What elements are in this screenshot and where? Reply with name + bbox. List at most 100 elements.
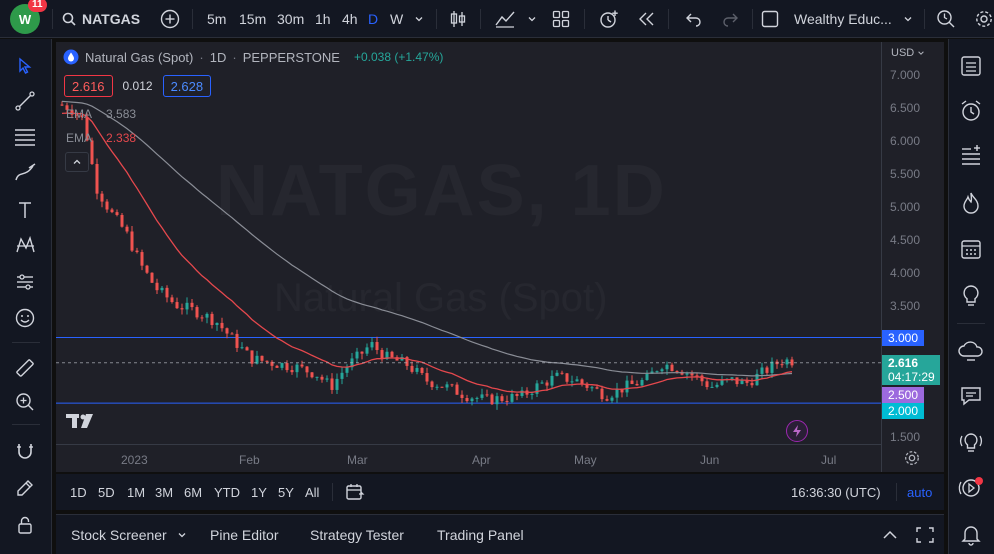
compare-add-button[interactable] — [160, 0, 180, 38]
candle-body — [100, 193, 104, 202]
layout-dropdown[interactable] — [903, 0, 913, 38]
alerts-button[interactable] — [955, 95, 987, 127]
calendar-button[interactable] — [955, 233, 987, 265]
replay-button[interactable] — [637, 0, 657, 38]
brush-tool[interactable] — [10, 158, 40, 188]
magnet-tool[interactable] — [10, 436, 40, 466]
cursor-tool[interactable] — [10, 51, 40, 81]
candle-body — [760, 367, 764, 374]
tab-strategy-tester[interactable]: Strategy Tester — [310, 527, 404, 543]
sell-button[interactable]: 2.616 — [64, 75, 113, 97]
ideas-button[interactable] — [955, 280, 987, 312]
candle-body — [160, 287, 164, 291]
candle-body — [485, 394, 489, 396]
pattern-tool[interactable] — [10, 230, 40, 260]
range-3m[interactable]: 3M — [155, 484, 174, 500]
zoom-tool[interactable] — [10, 387, 40, 417]
candle-body — [475, 397, 479, 399]
fib-tool[interactable] — [10, 122, 40, 152]
collapse-legend-button[interactable] — [65, 152, 89, 172]
candle-body — [370, 342, 374, 348]
buy-button[interactable]: 2.628 — [162, 75, 212, 97]
candle-body — [300, 364, 304, 367]
measure-tool[interactable] — [10, 353, 40, 383]
range-5y[interactable]: 5Y — [278, 484, 294, 500]
time-axis[interactable]: 2023 Feb Mar Apr May Jun Jul — [56, 444, 881, 472]
lock-tool[interactable] — [10, 510, 40, 540]
streams-button[interactable] — [955, 472, 987, 504]
interval-15m[interactable]: 15m — [239, 11, 267, 27]
expand-panel-button[interactable] — [882, 515, 898, 554]
maximize-panel-button[interactable] — [916, 515, 934, 554]
interval-5m[interactable]: 5m — [207, 11, 227, 27]
interval-dropdown[interactable] — [414, 0, 424, 38]
chart-type-button[interactable] — [449, 0, 467, 38]
tab-trading-panel[interactable]: Trading Panel — [437, 527, 524, 543]
symbol-search[interactable]: NATGAS — [62, 0, 140, 38]
chart-settings-button[interactable] — [903, 449, 921, 467]
tradingview-logo[interactable] — [66, 412, 100, 430]
data-window-button[interactable] — [955, 140, 987, 172]
candle-body — [490, 394, 494, 405]
candle-body — [620, 388, 624, 393]
bottom-panel-tabs: Stock Screener Pine Editor Strategy Test… — [56, 514, 944, 554]
currency-selector[interactable]: USD — [891, 47, 925, 59]
interval-d[interactable]: D — [368, 11, 379, 27]
candle-body — [120, 214, 124, 227]
interval-1h[interactable]: 1h — [315, 11, 331, 27]
help-button[interactable] — [955, 426, 987, 458]
candle-body — [105, 201, 109, 210]
templates-button[interactable] — [552, 0, 570, 38]
utc-clock[interactable]: 16:36:30 (UTC) — [791, 484, 881, 500]
candle-body — [705, 381, 709, 388]
interval-w[interactable]: W — [390, 11, 404, 27]
chart-pane[interactable]: NATGAS, 1D Natural Gas (Spot) — [56, 42, 944, 472]
text-tool[interactable] — [10, 195, 40, 225]
auto-scale-toggle[interactable]: auto — [907, 484, 933, 500]
range-all[interactable]: All — [305, 484, 320, 500]
price-axis[interactable] — [881, 42, 944, 472]
layout-checkbox[interactable] — [761, 0, 779, 38]
chats-button[interactable] — [955, 335, 987, 367]
interval-30m[interactable]: 30m — [277, 11, 305, 27]
ema-slow-legend[interactable]: EMA 3.583 — [66, 107, 136, 121]
drawing-toolbar — [0, 39, 52, 554]
range-1d[interactable]: 1D — [70, 484, 87, 500]
water-drop-icon — [63, 49, 79, 65]
messages-button[interactable] — [955, 380, 987, 412]
drawing-mode-tool[interactable] — [10, 473, 40, 503]
goto-date-button[interactable] — [345, 474, 365, 510]
redo-button[interactable] — [722, 0, 740, 38]
candle-body — [415, 368, 419, 372]
quick-search-button[interactable] — [936, 0, 956, 38]
indicators-dropdown[interactable] — [527, 0, 537, 38]
lightning-button[interactable] — [786, 420, 808, 442]
undo-button[interactable] — [684, 0, 702, 38]
layout-name[interactable]: Wealthy Educ... — [794, 11, 892, 27]
indicators-button[interactable] — [494, 0, 516, 38]
candle-body — [260, 355, 264, 361]
tab-stock-screener[interactable]: Stock Screener — [71, 515, 187, 554]
trendline-tool[interactable] — [10, 86, 40, 116]
notifications-button[interactable] — [955, 518, 987, 550]
candle-body — [240, 347, 244, 349]
candle-body — [770, 361, 774, 373]
range-5d[interactable]: 5D — [98, 484, 115, 500]
range-6m[interactable]: 6M — [184, 484, 203, 500]
prediction-tool[interactable] — [10, 267, 40, 297]
candle-body — [305, 366, 309, 373]
hotlists-button[interactable] — [955, 187, 987, 219]
ema-fast-legend[interactable]: EMA 2.338 — [66, 131, 136, 145]
range-1y[interactable]: 1Y — [251, 484, 267, 500]
watchlist-button[interactable] — [955, 50, 987, 82]
candle-body — [290, 370, 294, 373]
tab-pine-editor[interactable]: Pine Editor — [210, 527, 279, 543]
range-ytd[interactable]: YTD — [214, 484, 240, 500]
range-1m[interactable]: 1M — [127, 484, 146, 500]
candle-body — [310, 372, 314, 378]
settings-button[interactable] — [974, 0, 994, 38]
alert-button[interactable] — [598, 0, 620, 38]
icon-tool[interactable] — [10, 303, 40, 333]
interval-4h[interactable]: 4h — [342, 11, 358, 27]
user-avatar[interactable]: W 11 — [10, 0, 47, 38]
